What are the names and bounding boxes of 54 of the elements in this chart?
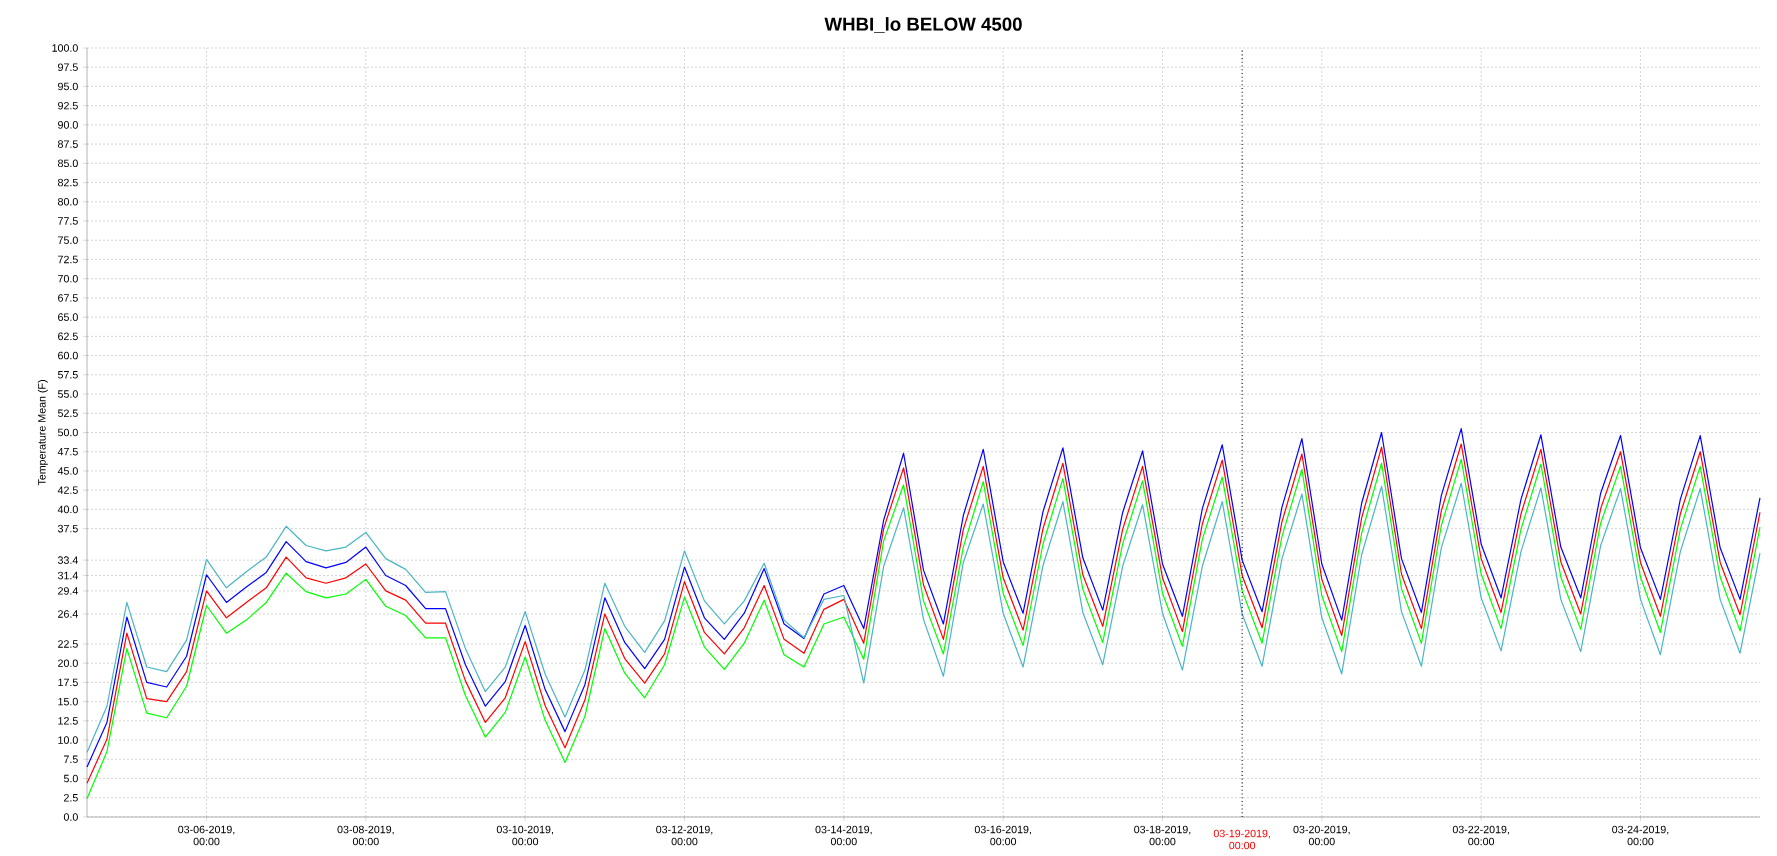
x-tick-label: 03-22-2019, 00:00: [1452, 825, 1509, 846]
y-tick-label: 33.4: [57, 556, 78, 564]
y-tick-label: 22.5: [58, 640, 78, 648]
x-tick-label: 03-18-2019, 00:00: [1134, 825, 1191, 846]
y-tick-label: 5.0: [63, 774, 78, 783]
y-tick-label: 2.5: [64, 793, 78, 802]
y-tick-label: 75.0: [58, 236, 78, 245]
y-tick-label: 90.0: [58, 121, 78, 129]
y-tick-label: 47.5: [57, 447, 78, 456]
y-tick-label: 55.0: [57, 390, 78, 398]
y-tick-label: 20.0: [58, 659, 78, 667]
y-tick-label: 0.0: [63, 813, 78, 821]
y-tick-label: 57.5: [57, 371, 78, 379]
y-tick-label: 77.5: [58, 217, 78, 225]
y-tick-label: 70.0: [58, 274, 78, 283]
y-tick-label: 87.5: [58, 140, 78, 148]
y-tick-label: 12.5: [58, 717, 78, 725]
y-tick-label: 67.5: [58, 294, 78, 302]
x-tick-label: 03-16-2019, 00:00: [974, 825, 1031, 846]
x-tick-label: 03-12-2019, 00:00: [656, 825, 713, 846]
y-tick-label: 97.5: [58, 63, 78, 71]
y-tick-label: 52.5: [57, 409, 78, 418]
y-tick-label: 65.0: [58, 313, 78, 321]
y-tick-label: 72.5: [58, 255, 78, 264]
y-tick-label: 37.5: [57, 524, 78, 533]
x-tick-label: 03-14-2019, 00:00: [815, 825, 872, 846]
ref-line-label: 03-19-2019, 00:00: [1213, 829, 1270, 850]
y-tick-label: 62.5: [58, 332, 78, 341]
y-axis-title: Temperature Mean (F): [37, 380, 48, 486]
x-tick-label: 03-10-2019, 00:00: [496, 825, 553, 846]
y-tick-label: 17.5: [58, 678, 78, 687]
y-tick-label: 10.0: [58, 736, 78, 744]
y-tick-label: 45.0: [57, 467, 78, 475]
x-tick-label: 03-08-2019, 00:00: [337, 825, 394, 846]
y-tick-label: 29.4: [58, 587, 78, 595]
line-series: [86, 482, 1761, 753]
y-tick-label: 40.0: [57, 505, 78, 514]
y-tick-label: 15.0: [58, 697, 78, 706]
y-tick-label: 100.0: [52, 44, 78, 52]
x-tick-label: 03-06-2019, 00:00: [178, 825, 235, 846]
y-tick-label: 26.4: [58, 610, 78, 618]
chart-title: WHBI_lo BELOW 4500: [824, 17, 1022, 33]
y-tick-label: 31.4: [57, 571, 78, 580]
y-tick-label: 92.5: [58, 101, 78, 110]
y-tick-label: 82.5: [58, 178, 78, 187]
x-tick-label: 03-20-2019, 00:00: [1293, 825, 1350, 846]
y-tick-label: 60.0: [58, 351, 78, 360]
y-tick-label: 95.0: [58, 82, 78, 91]
y-tick-label: 7.5: [64, 755, 78, 764]
x-tick-label: 03-24-2019, 00:00: [1612, 825, 1669, 846]
y-tick-label: 42.5: [57, 486, 78, 494]
y-tick-label: 50.0: [57, 428, 78, 437]
y-tick-label: 80.0: [58, 198, 78, 206]
y-tick-label: 85.0: [58, 159, 78, 168]
